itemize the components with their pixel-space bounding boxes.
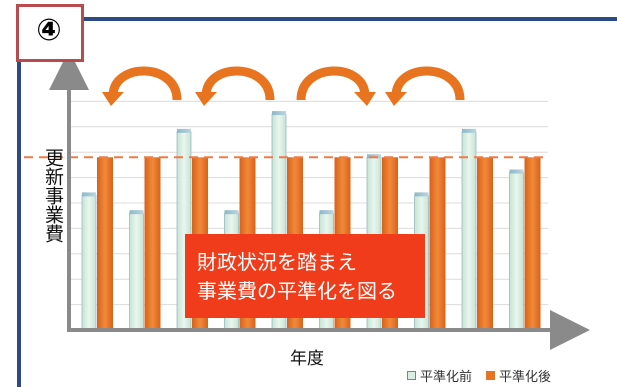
bar-before bbox=[461, 131, 477, 331]
callout-box: 財政状況を踏まえ 事業費の平準化を図る bbox=[185, 234, 425, 318]
frame-left-border bbox=[17, 17, 21, 387]
legend-label-after: 平準化後 bbox=[499, 370, 552, 385]
bar-before bbox=[129, 212, 144, 331]
leveling-arrowhead bbox=[385, 92, 407, 106]
bar-before-top bbox=[224, 210, 239, 215]
leveling-arrow bbox=[391, 66, 465, 101]
legend: 平準化前 平準化後 bbox=[407, 366, 551, 385]
leveling-arrow bbox=[296, 66, 370, 101]
bar-before-top bbox=[319, 210, 334, 215]
legend-swatch-before bbox=[407, 371, 416, 380]
leveling-arrows bbox=[102, 66, 465, 106]
bar-before-top bbox=[129, 210, 144, 215]
bar-after bbox=[524, 157, 541, 330]
bar-before-top bbox=[177, 128, 191, 133]
bar-before-top bbox=[509, 169, 524, 174]
bar-after bbox=[429, 157, 446, 330]
step-marker: ④ bbox=[36, 12, 62, 48]
leveling-arrow bbox=[201, 66, 275, 101]
callout-line-2: 事業費の平準化を図る bbox=[197, 279, 397, 303]
legend-label-before: 平準化前 bbox=[420, 370, 473, 385]
bar-after bbox=[144, 157, 161, 330]
frame-top-border bbox=[20, 17, 617, 21]
bar-before-top bbox=[462, 128, 476, 133]
bar-before-top bbox=[414, 192, 429, 197]
step-marker-box: ④ bbox=[16, 4, 84, 62]
bar-before bbox=[81, 194, 97, 331]
x-axis-label: 年度 bbox=[290, 349, 324, 369]
leveling-arrowhead bbox=[102, 92, 124, 106]
leveling-arrowhead bbox=[354, 92, 376, 106]
axes bbox=[49, 50, 590, 350]
bar-before bbox=[509, 172, 524, 331]
bar-after bbox=[97, 157, 113, 330]
bar-after bbox=[477, 157, 493, 330]
y-axis-label: 更新事業費 bbox=[42, 148, 64, 243]
leveling-arrow bbox=[108, 66, 182, 101]
callout-line-1: 財政状況を踏まえ bbox=[197, 250, 357, 274]
bar-before-top bbox=[82, 192, 96, 197]
legend-swatch-after bbox=[486, 371, 496, 380]
leveling-arrowhead bbox=[195, 92, 217, 106]
bar-before-top bbox=[272, 111, 286, 116]
